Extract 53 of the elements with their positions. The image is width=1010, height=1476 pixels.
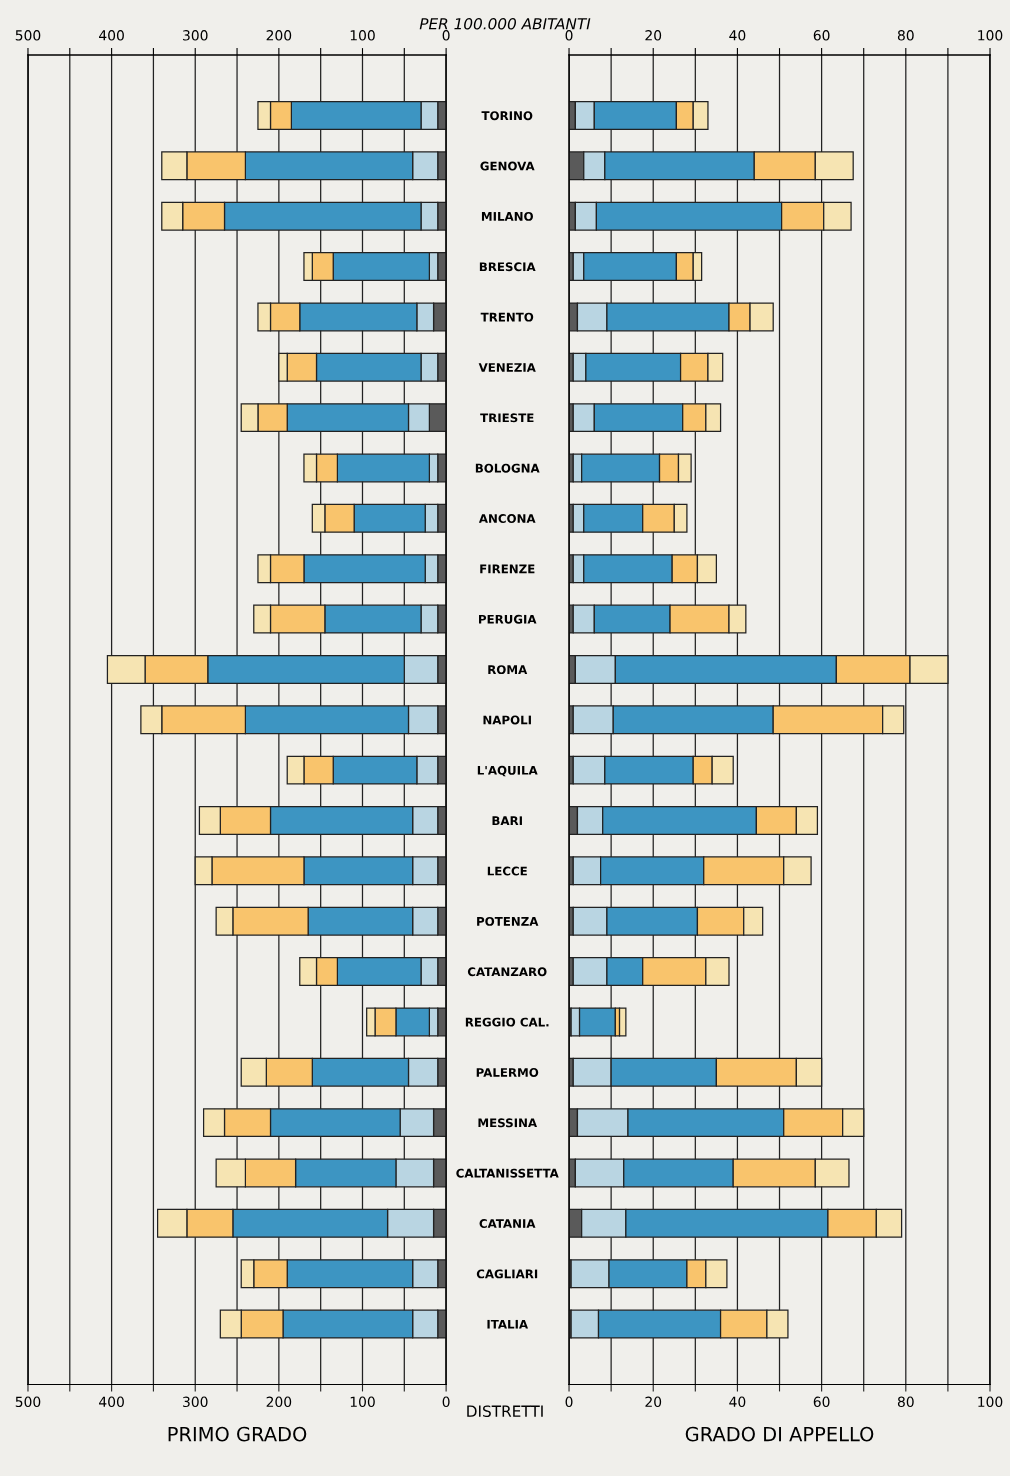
y-tick-label: POTENZA <box>477 916 539 926</box>
x2-tick-label: 500 <box>15 30 41 41</box>
x-tick-label: 100 <box>350 1396 375 1408</box>
x-tick-label: 20 <box>645 1396 662 1408</box>
x2-tick-label: 20 <box>645 30 662 41</box>
x2-tick-label: 400 <box>99 30 124 41</box>
x-tick-label: 40 <box>729 1396 746 1408</box>
y-tick-label: CATANZARO <box>467 967 547 977</box>
y-tick-label: NAPOLI <box>483 715 531 725</box>
y-tick-label: BOLOGNA <box>475 463 540 473</box>
y-tick-label: TORINO <box>481 111 533 121</box>
x-tick-label: 500 <box>15 1396 41 1408</box>
x-tick-label: 400 <box>99 1396 124 1408</box>
x-tick-label: 100 <box>978 1396 1003 1408</box>
x2-tick-label: 0 <box>565 30 573 41</box>
x-tick-label: 80 <box>897 1396 914 1408</box>
y-tick-label: MILANO <box>481 211 533 221</box>
y-tick-label: FIRENZE <box>480 564 535 574</box>
y-tick-label: BRESCIA <box>479 262 536 272</box>
y-tick-label: ANCONA <box>478 514 536 523</box>
x2-tick-label: 80 <box>897 30 914 41</box>
x2-tick-label: 300 <box>183 30 208 41</box>
x2-tick-label: 40 <box>729 30 746 41</box>
x2-tick-label: 100 <box>978 30 1003 41</box>
x2-tick-label: 0 <box>442 30 450 41</box>
text: PER 100.000 ABITANTI <box>419 17 591 30</box>
y-tick-label: PALERMO <box>476 1068 539 1077</box>
x-tick-label: 0 <box>442 1396 450 1408</box>
y-tick-label: CATANIA <box>479 1219 536 1228</box>
y-tick-label: ITALIA <box>487 1319 529 1329</box>
y-tick-label: BARI <box>492 816 522 825</box>
x-tick-label: 200 <box>266 1396 292 1408</box>
x2-tick-label: 100 <box>350 30 375 41</box>
y-tick-label: PERUGIA <box>479 614 537 624</box>
x2-tick-label: 60 <box>813 30 830 41</box>
x-tick-label: 0 <box>565 1396 573 1408</box>
y-axis-title: DISTRETTI <box>467 1405 543 1417</box>
x-axis-title: GRADO DI APPELLO <box>685 1426 874 1442</box>
y-tick-label: GENOVA <box>480 161 535 171</box>
y-tick-label: VENEZIA <box>478 363 536 372</box>
y-tick-label: TRENTO <box>480 312 534 322</box>
x-tick-label: 300 <box>183 1396 208 1408</box>
y-tick-label: REGGIO CAL. <box>465 1017 549 1027</box>
y-tick-label: L'AQUILA <box>477 765 538 777</box>
y-tick-label: CAGLIARI <box>476 1269 538 1279</box>
y-tick-label: TRIESTE <box>480 413 534 423</box>
y-tick-label: MESSINA <box>478 1118 538 1128</box>
x-tick-label: 60 <box>813 1396 830 1408</box>
y-tick-label: LECCE <box>487 866 527 876</box>
x-axis-title: PRIMO GRADO <box>168 1426 307 1442</box>
y-tick-label: CALTANISSETTA <box>456 1168 559 1178</box>
y-tick-label: ROMA <box>488 665 528 675</box>
x2-tick-label: 200 <box>266 30 292 41</box>
